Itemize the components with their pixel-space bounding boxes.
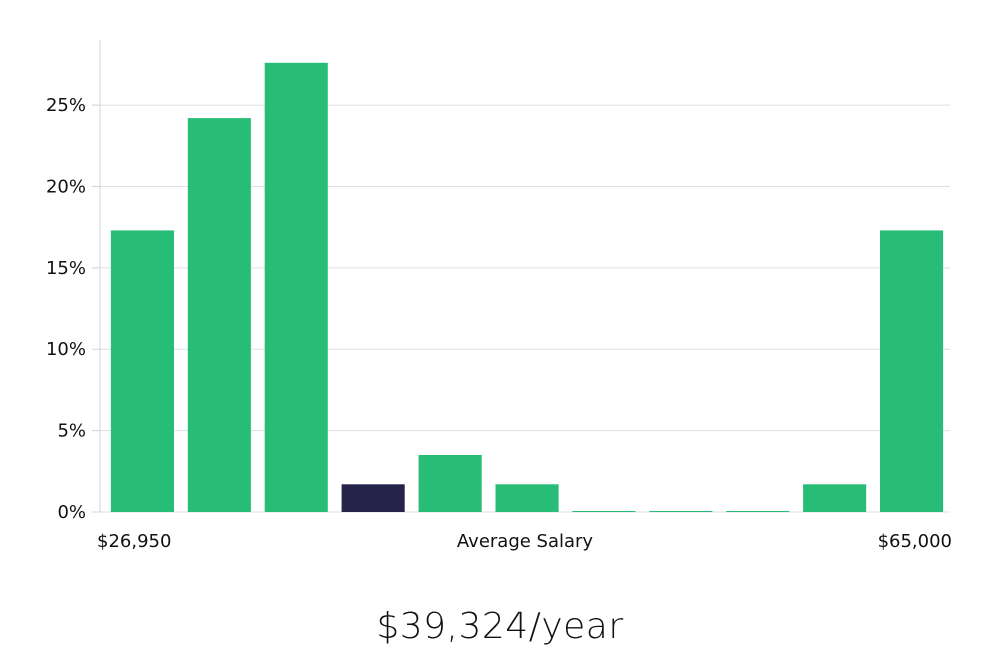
bar-5 [418, 455, 482, 512]
bar-6 [495, 484, 559, 512]
y-tick-label-15: 15% [46, 258, 86, 279]
salary-histogram: 0%5%10%15%20%25% $26,950 Average Salary … [46, 40, 952, 552]
x-max-label: $65,000 [878, 531, 952, 552]
bar-highlighted [341, 484, 405, 512]
y-tick-label-10: 10% [46, 339, 86, 360]
bar-3 [264, 62, 328, 513]
y-tick-label-5: 5% [57, 421, 86, 442]
average-salary-value: $39,324/year [376, 606, 624, 647]
y-tick-label-20: 20% [46, 176, 86, 197]
bar-9 [726, 511, 790, 512]
bar-8 [649, 511, 713, 512]
bar-2 [187, 118, 251, 512]
bar-10 [803, 484, 867, 512]
y-tick-label-25: 25% [46, 95, 86, 116]
x-min-label: $26,950 [97, 531, 171, 552]
y-tick-label-0: 0% [57, 502, 86, 523]
bars [110, 62, 944, 513]
x-axis-title: Average Salary [457, 531, 594, 552]
bar-11 [880, 230, 944, 512]
y-tick-labels: 0% 5% 10% 15% 20% 25% [46, 95, 86, 523]
bar-7 [572, 511, 636, 512]
bar-1 [110, 230, 174, 512]
